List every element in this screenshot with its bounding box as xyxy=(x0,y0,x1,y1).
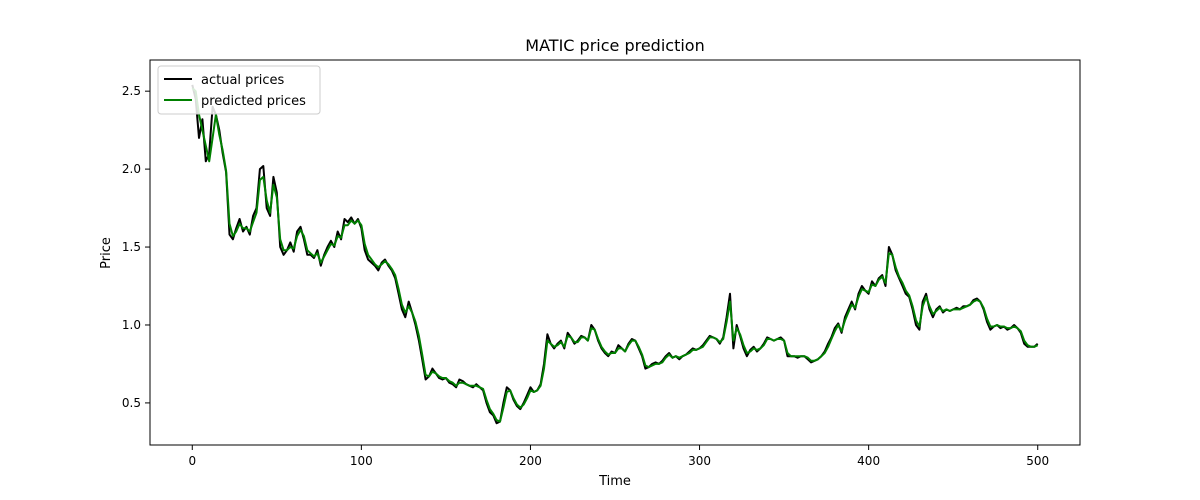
legend-label-predicted: predicted prices xyxy=(201,94,306,109)
y-axis-label: Price xyxy=(99,237,114,269)
y-tick-label: 0.5 xyxy=(122,396,141,410)
x-tick-label: 0 xyxy=(188,454,196,468)
y-tick-label: 1.5 xyxy=(122,240,141,254)
plot-frame xyxy=(149,59,1081,446)
plot-area xyxy=(191,84,1039,425)
y-tick-label: 1.0 xyxy=(122,318,141,332)
series-line-predicted xyxy=(191,87,1039,423)
chart-title: MATIC price prediction xyxy=(525,36,704,55)
y-tick-label: 2.5 xyxy=(122,84,141,98)
x-tick-label: 100 xyxy=(350,454,373,468)
x-tick-label: 200 xyxy=(519,454,542,468)
legend-box xyxy=(157,65,321,115)
legend-label-actual: actual prices xyxy=(201,73,285,88)
legend: actual prices predicted prices xyxy=(157,65,321,115)
x-axis-label: Time xyxy=(598,474,631,489)
axes: 0 100 200 300 400 500 0.5 1.0 1.5 2.0 2.5 xyxy=(122,59,1081,468)
x-tick-label: 500 xyxy=(1026,454,1049,468)
y-tick-label: 2.0 xyxy=(122,162,141,176)
x-tick-label: 300 xyxy=(688,454,711,468)
x-tick-label: 400 xyxy=(857,454,880,468)
